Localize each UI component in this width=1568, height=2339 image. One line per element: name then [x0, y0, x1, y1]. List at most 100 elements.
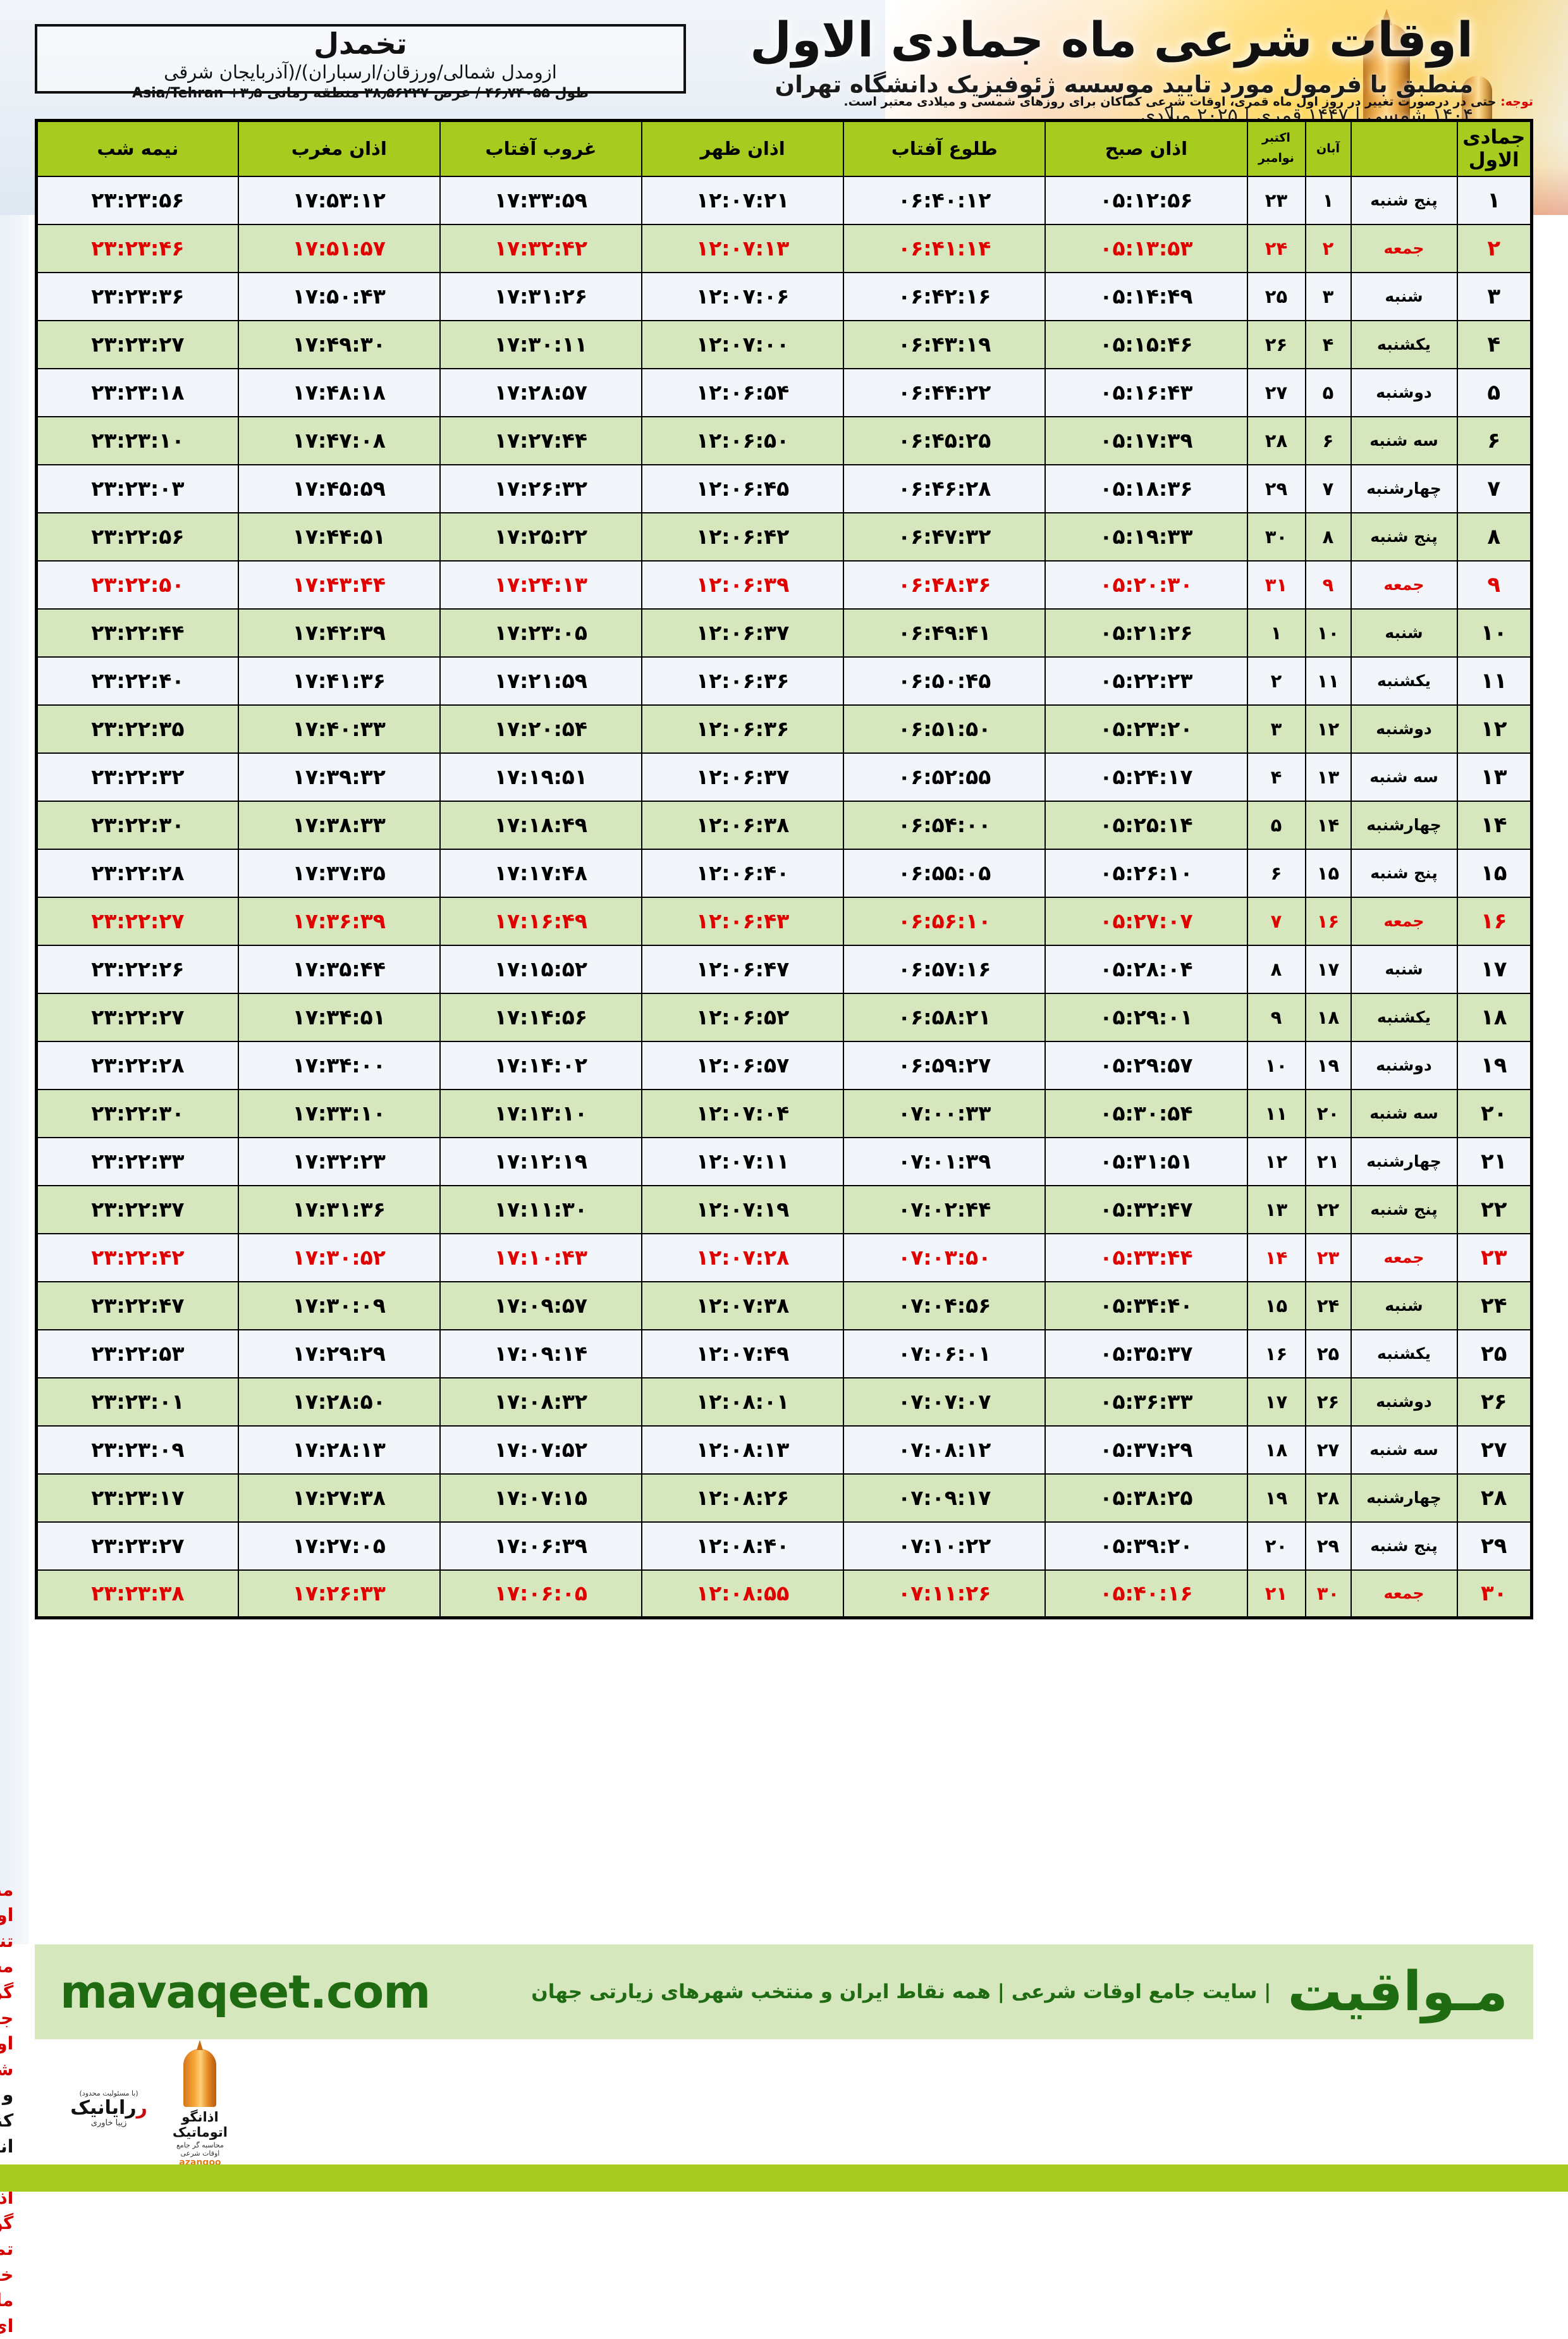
cell-midnight: ۲۳:۲۳:۵۶: [35, 175, 239, 225]
cell-dhuhr: ۱۲:۰۷:۰۰: [641, 319, 845, 369]
cell-gregorian-day: ۷: [1246, 896, 1306, 946]
cell-midnight: ۲۳:۲۲:۳۳: [35, 1136, 239, 1186]
cell-midnight: ۲۳:۲۲:۳۷: [35, 1184, 239, 1234]
table-row: ۱ پنج شنبه ۱ ۲۳ ۰۵:۱۲:۵۶ ۰۶:۴۰:۱۲ ۱۲:۰۷:۲۱ ۱۷:۳…: [35, 175, 1533, 225]
cell-qamari-day: ۲۹: [1456, 1521, 1533, 1571]
cell-aban-day: ۱: [1304, 175, 1352, 225]
cell-maghrib: ۱۷:۴۹:۳۰: [237, 319, 441, 369]
cell-dhuhr: ۱۲:۰۶:۴۳: [641, 896, 845, 946]
col-header-dhuhr: اذان ظهر: [641, 120, 845, 177]
cell-midnight: ۲۳:۲۲:۲۶: [35, 944, 239, 994]
cell-sunrise: ۰۷:۰۸:۱۲: [843, 1425, 1046, 1475]
cell-fajr: ۰۵:۲۷:۰۷: [1044, 896, 1248, 946]
table-row: ۸ پنج شنبه ۸ ۳۰ ۰۵:۱۹:۳۳ ۰۶:۴۷:۳۲ ۱۲:۰۶:۴۲ ۱۷:۲…: [35, 512, 1533, 562]
cell-qamari-day: ۳: [1456, 271, 1533, 321]
cell-sunrise: ۰۶:۴۰:۱۲: [843, 175, 1046, 225]
cell-weekday: دوشنبه: [1350, 1377, 1458, 1427]
header-titles: اوقات شرعی ماه جمادی الاول منطبق با فرمو…: [727, 13, 1473, 127]
cell-sunset: ۱۷:۱۸:۴۹: [439, 800, 643, 850]
cell-qamari-day: ۲۳: [1456, 1232, 1533, 1282]
cell-sunset: ۱۷:۳۳:۵۹: [439, 175, 643, 225]
cell-midnight: ۲۳:۲۳:۱۷: [35, 1473, 239, 1523]
col-header-sunrise: طلوع آفتاب: [843, 120, 1046, 177]
cell-midnight: ۲۳:۲۲:۴۲: [35, 1232, 239, 1282]
cell-sunrise: ۰۷:۰۳:۵۰: [843, 1232, 1046, 1282]
cell-gregorian-day: ۱: [1246, 608, 1306, 658]
rayanik-accent-mark: ر: [136, 2096, 147, 2119]
mosque-dome-icon: [183, 2049, 217, 2107]
cell-sunrise: ۰۶:۴۷:۳۲: [843, 512, 1046, 562]
cell-midnight: ۲۳:۲۳:۲۷: [35, 1521, 239, 1571]
cell-fajr: ۰۵:۴۰:۱۶: [1044, 1569, 1248, 1619]
cell-weekday: یکشنبه: [1350, 656, 1458, 706]
cell-maghrib: ۱۷:۴۴:۵۱: [237, 512, 441, 562]
cell-midnight: ۲۳:۲۲:۳۰: [35, 1088, 239, 1138]
cell-midnight: ۲۳:۲۳:۴۶: [35, 223, 239, 273]
cell-aban-day: ۲۷: [1304, 1425, 1352, 1475]
cell-midnight: ۲۳:۲۲:۲۸: [35, 1040, 239, 1090]
cell-fajr: ۰۵:۳۷:۲۹: [1044, 1425, 1248, 1475]
cell-dhuhr: ۱۲:۰۷:۱۹: [641, 1184, 845, 1234]
location-region-path: ازومدل شمالی/ورزقان/ارسباران)/(آذربایجان…: [164, 61, 557, 83]
cell-fajr: ۰۵:۲۹:۵۷: [1044, 1040, 1248, 1090]
table-row: ۷ چهارشنبه ۷ ۲۹ ۰۵:۱۸:۳۶ ۰۶:۴۶:۲۸ ۱۲:۰۶:۴۵ ۱۷:۲…: [35, 464, 1533, 513]
cell-gregorian-day: ۲۰: [1246, 1521, 1306, 1571]
cell-sunrise: ۰۶:۴۹:۴۱: [843, 608, 1046, 658]
cell-midnight: ۲۳:۲۲:۲۷: [35, 896, 239, 946]
cell-sunset: ۱۷:۳۰:۱۱: [439, 319, 643, 369]
cell-dhuhr: ۱۲:۰۸:۲۶: [641, 1473, 845, 1523]
cell-sunset: ۱۷:۰۸:۳۲: [439, 1377, 643, 1427]
table-row: ۶ سه شنبه ۶ ۲۸ ۰۵:۱۷:۳۹ ۰۶:۴۵:۲۵ ۱۲:۰۶:۵۰ ۱۷:۲۷…: [35, 415, 1533, 465]
table-head: جمادی الاول آبان اکتبر نوامبر اذان صبح ط…: [35, 120, 1533, 177]
cell-dhuhr: ۱۲:۰۷:۳۸: [641, 1280, 845, 1330]
cell-gregorian-day: ۱۸: [1246, 1425, 1306, 1475]
cell-gregorian-day: ۱۶: [1246, 1329, 1306, 1378]
table-row: ۱۸ یکشنبه ۱۸ ۹ ۰۵:۲۹:۰۱ ۰۶:۵۸:۲۱ ۱۲:۰۶:۵۲ ۱۷:۱۴…: [35, 992, 1533, 1042]
cell-gregorian-day: ۳: [1246, 704, 1306, 754]
table-header-row: جمادی الاول آبان اکتبر نوامبر اذان صبح ط…: [35, 120, 1533, 177]
cell-sunset: ۱۷:۰۹:۱۴: [439, 1329, 643, 1378]
col-header-aban: آبان: [1304, 120, 1352, 177]
note-line: توجه: حتی در درصورت تغییر در روز اول ماه…: [35, 95, 1533, 109]
cell-weekday: سه شنبه: [1350, 752, 1458, 802]
cell-weekday: چهارشنبه: [1350, 464, 1458, 513]
cell-qamari-day: ۲۱: [1456, 1136, 1533, 1186]
cell-fajr: ۰۵:۲۳:۲۰: [1044, 704, 1248, 754]
cell-sunrise: ۰۶:۵۲:۵۵: [843, 752, 1046, 802]
cell-sunset: ۱۷:۱۹:۵۱: [439, 752, 643, 802]
cell-sunset: ۱۷:۳۲:۴۲: [439, 223, 643, 273]
promo-line-2: و تولید کننده انواع دستگاه اذان گوی تمام…: [0, 2082, 13, 2339]
table-row: ۱۵ پنج شنبه ۱۵ ۶ ۰۵:۲۶:۱۰ ۰۶:۵۵:۰۵ ۱۲:۰۶:۴۰ ۱۷:…: [35, 848, 1533, 898]
cell-aban-day: ۲۸: [1304, 1473, 1352, 1523]
cell-maghrib: ۱۷:۳۷:۳۵: [237, 848, 441, 898]
cell-sunset: ۱۷:۱۰:۴۳: [439, 1232, 643, 1282]
cell-dhuhr: ۱۲:۰۶:۴۷: [641, 944, 845, 994]
cell-fajr: ۰۵:۳۲:۴۷: [1044, 1184, 1248, 1234]
cell-sunset: ۱۷:۱۶:۴۹: [439, 896, 643, 946]
cell-sunset: ۱۷:۲۳:۰۵: [439, 608, 643, 658]
cell-sunrise: ۰۶:۵۴:۰۰: [843, 800, 1046, 850]
cell-dhuhr: ۱۲:۰۷:۲۸: [641, 1232, 845, 1282]
cell-dhuhr: ۱۲:۰۸:۰۱: [641, 1377, 845, 1427]
cell-weekday: دوشنبه: [1350, 1040, 1458, 1090]
cell-qamari-day: ۲۰: [1456, 1088, 1533, 1138]
cell-weekday: پنج شنبه: [1350, 1521, 1458, 1571]
cell-gregorian-day: ۲۸: [1246, 415, 1306, 465]
prayer-times-table: جمادی الاول آبان اکتبر نوامبر اذان صبح ط…: [35, 119, 1533, 1619]
cell-maghrib: ۱۷:۳۸:۳۳: [237, 800, 441, 850]
mavaqeet-domain-link[interactable]: mavaqeet.com: [60, 1965, 431, 2018]
cell-maghrib: ۱۷:۳۴:۵۱: [237, 992, 441, 1042]
cell-sunrise: ۰۶:۴۲:۱۶: [843, 271, 1046, 321]
cell-maghrib: ۱۷:۴۵:۵۹: [237, 464, 441, 513]
cell-gregorian-day: ۲۶: [1246, 319, 1306, 369]
cell-maghrib: ۱۷:۵۰:۴۳: [237, 271, 441, 321]
cell-fajr: ۰۵:۱۸:۳۶: [1044, 464, 1248, 513]
cell-dhuhr: ۱۲:۰۷:۱۳: [641, 223, 845, 273]
table-row: ۲ جمعه ۲ ۲۴ ۰۵:۱۳:۵۳ ۰۶:۴۱:۱۴ ۱۲:۰۷:۱۳ ۱۷:۳۲:۴۲…: [35, 223, 1533, 273]
cell-dhuhr: ۱۲:۰۶:۳۸: [641, 800, 845, 850]
cell-gregorian-day: ۲: [1246, 656, 1306, 706]
cell-fajr: ۰۵:۲۱:۲۶: [1044, 608, 1248, 658]
cell-sunset: ۱۷:۲۷:۴۴: [439, 415, 643, 465]
location-city: تخمدل: [314, 27, 407, 61]
table-row: ۱۷ شنبه ۱۷ ۸ ۰۵:۲۸:۰۴ ۰۶:۵۷:۱۶ ۱۲:۰۶:۴۷ ۱۷:۱۵:۵…: [35, 944, 1533, 994]
